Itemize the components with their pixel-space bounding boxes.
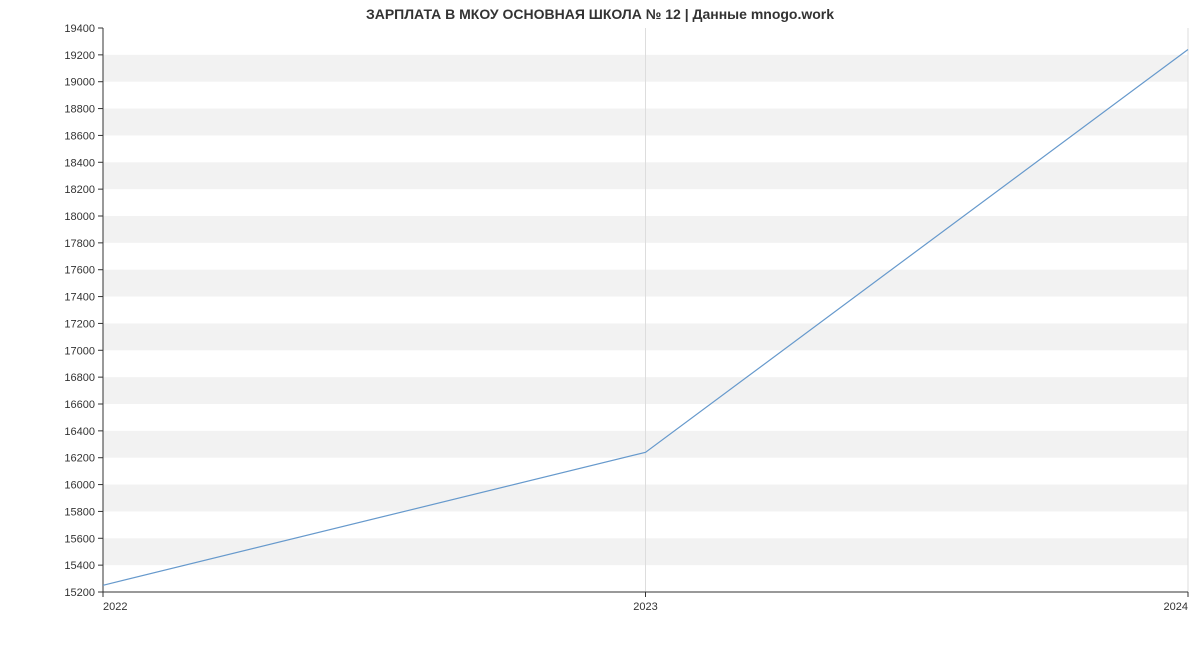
svg-text:2023: 2023 <box>633 601 657 613</box>
svg-text:15400: 15400 <box>64 560 95 572</box>
svg-text:15800: 15800 <box>64 506 95 518</box>
svg-text:17200: 17200 <box>64 318 95 330</box>
svg-text:16000: 16000 <box>64 480 95 492</box>
svg-text:15600: 15600 <box>64 533 95 545</box>
svg-text:2024: 2024 <box>1164 601 1188 613</box>
svg-text:19200: 19200 <box>64 50 95 62</box>
svg-text:18000: 18000 <box>64 211 95 223</box>
svg-text:19000: 19000 <box>64 77 95 89</box>
svg-text:16200: 16200 <box>64 453 95 465</box>
svg-text:15200: 15200 <box>64 587 95 599</box>
svg-text:18800: 18800 <box>64 104 95 116</box>
svg-text:17000: 17000 <box>64 345 95 357</box>
svg-text:18600: 18600 <box>64 130 95 142</box>
svg-text:19400: 19400 <box>64 23 95 35</box>
svg-text:16800: 16800 <box>64 372 95 384</box>
chart-title: ЗАРПЛАТА В МКОУ ОСНОВНАЯ ШКОЛА № 12 | Да… <box>0 6 1200 22</box>
svg-text:17600: 17600 <box>64 265 95 277</box>
svg-text:18400: 18400 <box>64 157 95 169</box>
chart-svg: 15200 15400 15600 15800 16000 16200 16400 16600… <box>0 0 1200 650</box>
svg-text:17400: 17400 <box>64 292 95 304</box>
svg-text:18200: 18200 <box>64 184 95 196</box>
svg-text:16600: 16600 <box>64 399 95 411</box>
salary-line-chart: ЗАРПЛАТА В МКОУ ОСНОВНАЯ ШКОЛА № 12 | Да… <box>0 0 1200 650</box>
svg-text:2022: 2022 <box>103 601 127 613</box>
svg-text:16400: 16400 <box>64 426 95 438</box>
svg-text:17800: 17800 <box>64 238 95 250</box>
